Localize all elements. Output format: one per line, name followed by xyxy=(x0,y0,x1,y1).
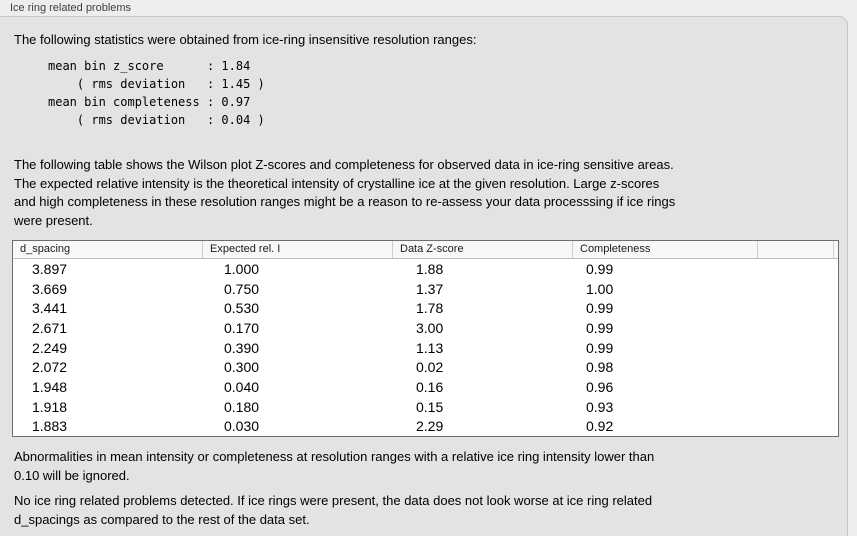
table-cell: 1.00 xyxy=(586,280,614,297)
table-cell: 0.750 xyxy=(224,280,260,297)
table-cell: 0.02 xyxy=(416,359,444,376)
table-row[interactable]: 3.669 0.750 1.37 1.00 xyxy=(13,279,838,299)
stats-block: mean bin z_score : 1.84 ( rms deviation … xyxy=(48,59,265,127)
table-row[interactable]: 1.883 0.030 2.29 0.92 xyxy=(13,416,838,436)
table-cell: 0.030 xyxy=(224,418,260,435)
table-cell: 0.300 xyxy=(224,359,260,376)
table-cell: 3.00 xyxy=(416,319,444,336)
table-cell: 1.88 xyxy=(416,260,444,277)
table-row[interactable]: 1.918 0.180 0.15 0.93 xyxy=(13,397,838,417)
table-cell: 2.671 xyxy=(32,319,68,336)
ice-ring-table: d_spacing Expected rel. I Data Z-score Comp… xyxy=(12,240,839,437)
table-row[interactable]: 2.671 0.170 3.00 0.99 xyxy=(13,318,838,338)
table-cell: 3.441 xyxy=(32,300,68,317)
table-row[interactable]: 3.897 1.000 1.88 0.99 xyxy=(13,259,838,279)
table-cell: 1.918 xyxy=(32,398,68,415)
column-header: Completeness xyxy=(572,241,757,258)
table-cell: 1.78 xyxy=(416,300,444,317)
column-header-empty xyxy=(833,241,841,258)
table-cell: 0.15 xyxy=(416,398,444,415)
table-cell: 0.530 xyxy=(224,300,260,317)
table-cell: 0.040 xyxy=(224,378,260,395)
ignore-note-text: Abnormalities in mean intensity or compl… xyxy=(14,449,655,483)
table-row[interactable]: 2.072 0.300 0.02 0.98 xyxy=(13,357,838,377)
table-row[interactable]: 3.441 0.530 1.78 0.99 xyxy=(13,298,838,318)
table-cell: 0.99 xyxy=(586,300,614,317)
column-header-empty xyxy=(757,241,833,258)
table-cell: 2.249 xyxy=(32,339,68,356)
column-header: d_spacing xyxy=(20,243,71,255)
table-cell: 0.93 xyxy=(586,398,614,415)
table-body: 3.897 1.000 1.88 0.99 3.669 0.750 1.37 1.00 3.44… xyxy=(13,259,838,436)
table-cell: 0.98 xyxy=(586,359,614,376)
table-cell: 0.99 xyxy=(586,339,614,356)
column-header: Data Z-score xyxy=(392,241,572,258)
table-cell: 0.99 xyxy=(586,260,614,277)
table-cell: 0.16 xyxy=(416,378,444,395)
table-cell: 1.000 xyxy=(224,260,260,277)
table-cell: 2.29 xyxy=(416,418,444,435)
table-cell: 0.170 xyxy=(224,319,260,336)
description-text: The following table shows the Wilson plo… xyxy=(14,157,676,228)
table-cell: 1.37 xyxy=(416,280,444,297)
column-header: Expected rel. I xyxy=(202,241,392,258)
table-row[interactable]: 2.249 0.390 1.13 0.99 xyxy=(13,338,838,358)
table-header-row: d_spacing Expected rel. I Data Z-score Comp… xyxy=(13,241,838,259)
intro-text: The following statistics were obtained f… xyxy=(14,32,477,47)
table-cell: 0.99 xyxy=(586,319,614,336)
table-cell: 1.948 xyxy=(32,378,68,395)
table-row[interactable]: 1.948 0.040 0.16 0.96 xyxy=(13,377,838,397)
table-cell: 3.897 xyxy=(32,260,68,277)
table-cell: 0.92 xyxy=(586,418,614,435)
table-cell: 0.96 xyxy=(586,378,614,395)
table-cell: 1.13 xyxy=(416,339,444,356)
table-cell: 1.883 xyxy=(32,418,68,435)
table-cell: 0.180 xyxy=(224,398,260,415)
panel-title: Ice ring related problems xyxy=(10,2,132,14)
table-cell: 3.669 xyxy=(32,280,68,297)
conclusion-text: No ice ring related problems detected. I… xyxy=(14,493,653,527)
table-cell: 0.390 xyxy=(224,339,260,356)
table-cell: 2.072 xyxy=(32,359,68,376)
